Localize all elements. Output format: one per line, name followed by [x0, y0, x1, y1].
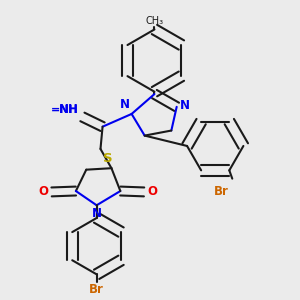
Text: CH₃: CH₃	[146, 16, 164, 26]
Text: S: S	[103, 152, 112, 165]
Text: N: N	[180, 99, 190, 112]
Text: =NH: =NH	[51, 105, 79, 116]
Text: O: O	[39, 185, 49, 198]
Text: N: N	[120, 98, 130, 111]
Text: N: N	[92, 207, 102, 220]
Text: O: O	[147, 185, 157, 198]
Text: NH: NH	[59, 103, 79, 116]
Text: Br: Br	[214, 184, 229, 197]
Text: Br: Br	[89, 283, 104, 296]
